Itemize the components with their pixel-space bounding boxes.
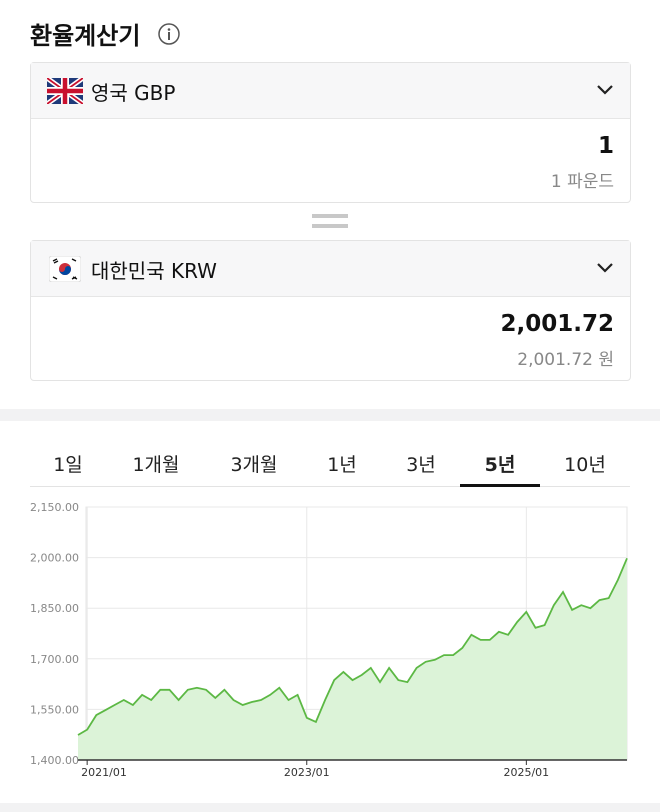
y-tick-label: 1,550.00 (30, 703, 79, 716)
y-tick-label: 1,850.00 (30, 602, 79, 615)
to-amount: 2,001.72 (500, 311, 615, 337)
line (77, 557, 628, 736)
area (78, 558, 627, 760)
tab[interactable]: 5년 (484, 454, 516, 476)
from-amount[interactable]: 1 (597, 133, 614, 159)
tab[interactable]: 3년 (406, 454, 436, 476)
tab[interactable]: 10년 (564, 454, 606, 476)
y-tick-label: 1,700.00 (30, 653, 79, 666)
divider (0, 409, 660, 421)
y-tick-label: 1,400.00 (30, 754, 79, 767)
tab-line (30, 486, 630, 487)
info-icon[interactable] (157, 22, 181, 46)
from-currency: 영국 GBP (91, 81, 176, 105)
uk-flag (47, 78, 83, 104)
x-tick-label: 2023/01 (284, 766, 330, 779)
kr-flag (49, 256, 81, 282)
tab[interactable]: 3개월 (230, 454, 278, 476)
y-tick-label: 2,000.00 (30, 552, 79, 565)
to-currency: 대한민국 KRW (91, 259, 217, 283)
y-tick-label: 2,150.00 (30, 501, 79, 514)
equals-icon (312, 214, 348, 228)
x-tick-label: 2025/01 (503, 766, 549, 779)
from-select[interactable]: 영국 GBP (31, 63, 630, 119)
to-box: 대한민국 KRW 2,001.72 2,001.72 원 (30, 240, 631, 381)
x-tick-label: 2021/01 (81, 766, 127, 779)
title: 환율계산기 (30, 22, 141, 50)
tab[interactable]: 1년 (327, 454, 357, 476)
tab[interactable]: 1개월 (132, 454, 180, 476)
from-box: 영국 GBP 1 1 파운드 (30, 62, 631, 203)
chart: 1,400.00 1,550.00 1,700.00 1,850.00 2,000.00… (30, 501, 628, 779)
chevron (597, 85, 613, 95)
tab-underline (460, 484, 540, 487)
tab[interactable]: 1일 (53, 454, 83, 476)
from-amount-text: 1 파운드 (550, 172, 614, 192)
chevron (597, 263, 613, 273)
to-select[interactable]: 대한민국 KRW (31, 241, 630, 297)
divider (0, 803, 660, 812)
to-amount-text: 2,001.72 원 (517, 350, 614, 370)
